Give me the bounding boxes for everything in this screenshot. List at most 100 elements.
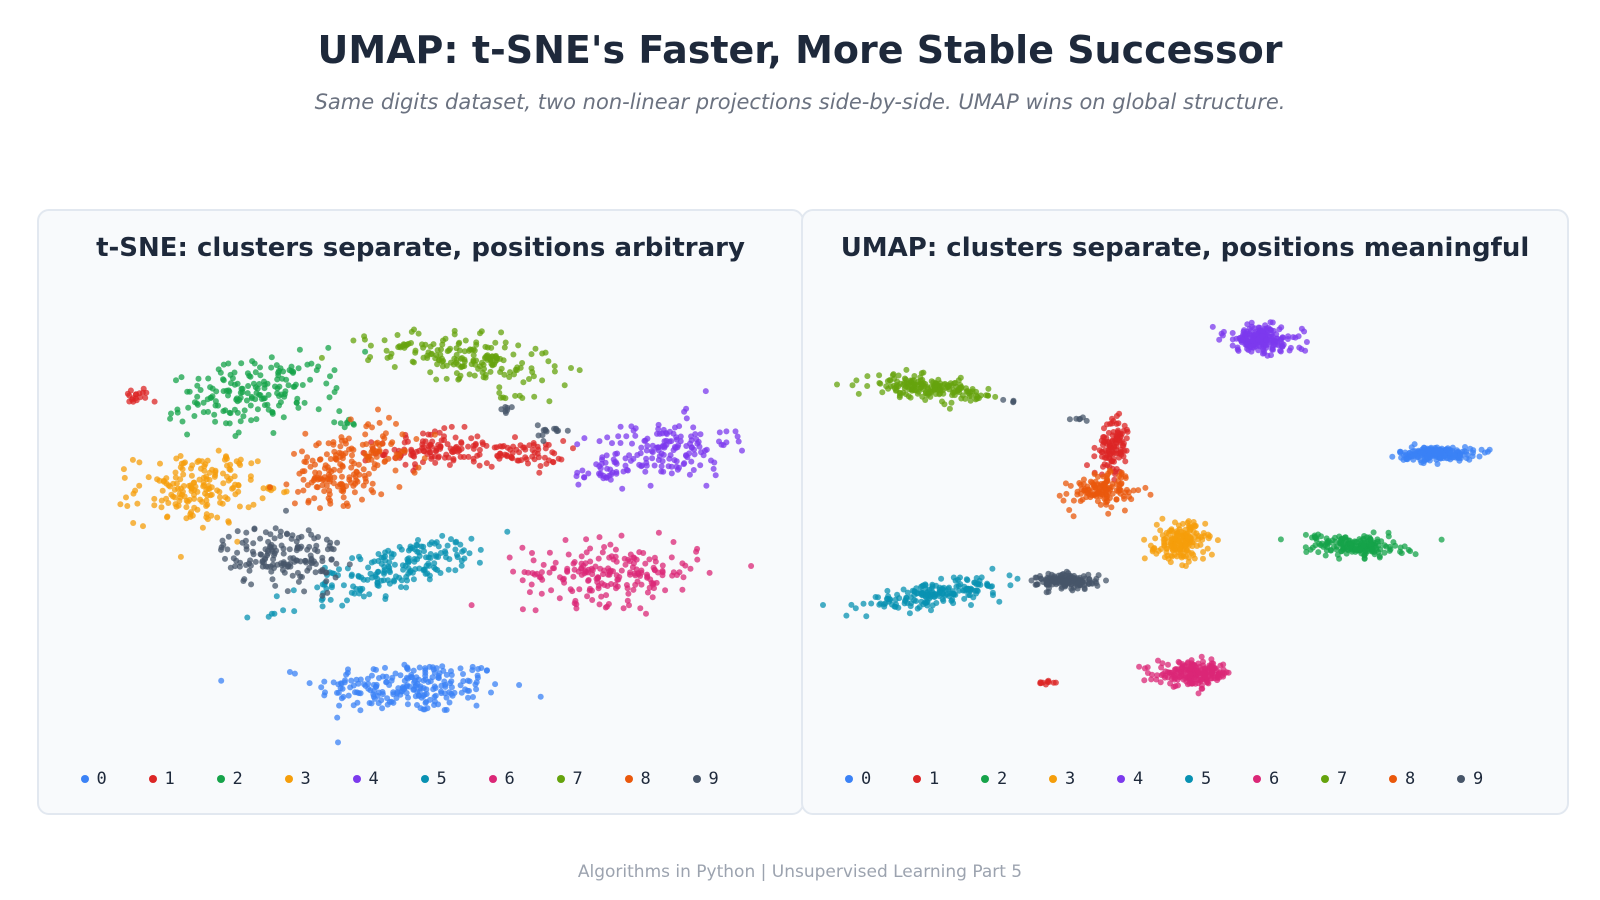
point-digit-3 [248,460,255,467]
point-digit-7 [461,356,468,363]
point-digit-2 [233,395,240,402]
point-digit-6 [519,577,526,584]
point-digit-9 [1089,580,1096,587]
point-digit-2 [248,417,255,424]
point-digit-4 [668,470,675,477]
point-digit-7 [506,374,513,380]
cluster-digit-4 [573,459,645,488]
point-digit-6 [1141,677,1148,684]
point-digit-5 [368,559,375,566]
point-digit-7 [438,355,445,362]
point-digit-5 [461,547,467,554]
point-digit-1 [480,441,486,448]
point-digit-2 [211,411,218,418]
point-digit-7 [889,372,896,379]
point-digit-0 [373,666,379,673]
point-digit-8 [339,455,346,462]
point-digit-0 [1469,453,1476,460]
point-digit-7 [911,381,918,388]
point-digit-8 [338,480,345,487]
point-digit-4 [1241,327,1248,334]
point-digit-0 [1411,451,1418,458]
point-digit-8 [1070,513,1077,520]
point-digit-6 [668,554,675,561]
point-digit-0 [343,671,350,678]
point-digit-4 [668,463,675,470]
point-digit-2 [254,406,261,413]
point-digit-7 [428,350,435,357]
point-digit-9 [268,568,275,575]
point-digit-2 [239,385,246,392]
point-digit-3 [173,455,180,462]
point-digit-9 [277,533,284,540]
point-digit-5 [860,600,867,607]
point-digit-6 [1149,671,1155,678]
point-digit-0 [422,665,429,672]
point-digit-2 [1369,546,1376,553]
point-digit-4 [647,482,654,489]
point-digit-8 [296,470,303,477]
point-digit-0 [306,680,313,687]
point-digit-2 [276,393,282,399]
point-digit-3 [1157,527,1164,534]
point-digit-3 [245,504,252,511]
point-digit-5 [892,603,899,610]
point-digit-9 [1052,574,1059,581]
cluster-digit-2 [1309,531,1322,542]
point-digit-0 [390,691,397,698]
point-digit-9 [301,588,308,595]
point-digit-5 [344,597,350,604]
point-digit-6 [682,562,689,569]
point-digit-5 [904,589,911,596]
point-digit-4 [716,429,723,436]
point-digit-1 [1104,421,1110,428]
point-digit-1 [1122,458,1129,465]
point-digit-5 [984,582,991,589]
point-digit-0 [464,687,471,694]
legend-item-8: 8 [1389,769,1457,789]
point-digit-7 [455,361,462,368]
point-digit-5 [445,566,452,573]
point-digit-3 [1190,551,1197,558]
point-digit-8 [1100,473,1107,480]
point-digit-3 [154,476,161,483]
point-digit-2 [240,413,247,420]
point-digit-0 [384,701,391,708]
point-digit-6 [653,579,660,586]
point-digit-8 [1105,470,1111,477]
point-digit-7 [439,363,446,370]
point-digit-9 [218,544,225,551]
point-digit-3 [260,485,267,492]
point-digit-2 [362,348,369,355]
point-digit-7 [515,342,522,349]
point-digit-1 [1123,447,1130,454]
point-digit-3 [1175,538,1182,545]
point-digit-1 [570,445,576,452]
point-digit-8 [1108,483,1115,490]
point-digit-1 [1113,420,1120,427]
point-digit-8 [399,431,406,438]
point-digit-7 [520,379,527,386]
point-digit-9 [243,562,249,568]
point-digit-9 [1103,577,1109,584]
point-digit-4 [581,435,588,442]
point-digit-8 [1122,475,1129,481]
point-digit-6 [1144,664,1151,671]
point-digit-5 [896,595,903,602]
point-digit-0 [336,702,343,709]
point-digit-4 [712,472,719,479]
point-digit-1 [420,430,426,437]
point-digit-2 [1317,542,1324,549]
point-digit-2 [247,402,254,409]
point-digit-9 [281,569,288,576]
point-digit-2 [220,361,227,368]
point-digit-7 [516,392,523,399]
point-digit-6 [531,571,538,578]
point-digit-6 [1136,663,1143,670]
point-digit-0 [345,692,352,699]
point-digit-6 [1191,662,1198,669]
point-digit-0 [337,685,344,692]
point-digit-2 [244,390,251,397]
point-digit-6 [532,607,539,614]
point-digit-3 [220,480,227,487]
